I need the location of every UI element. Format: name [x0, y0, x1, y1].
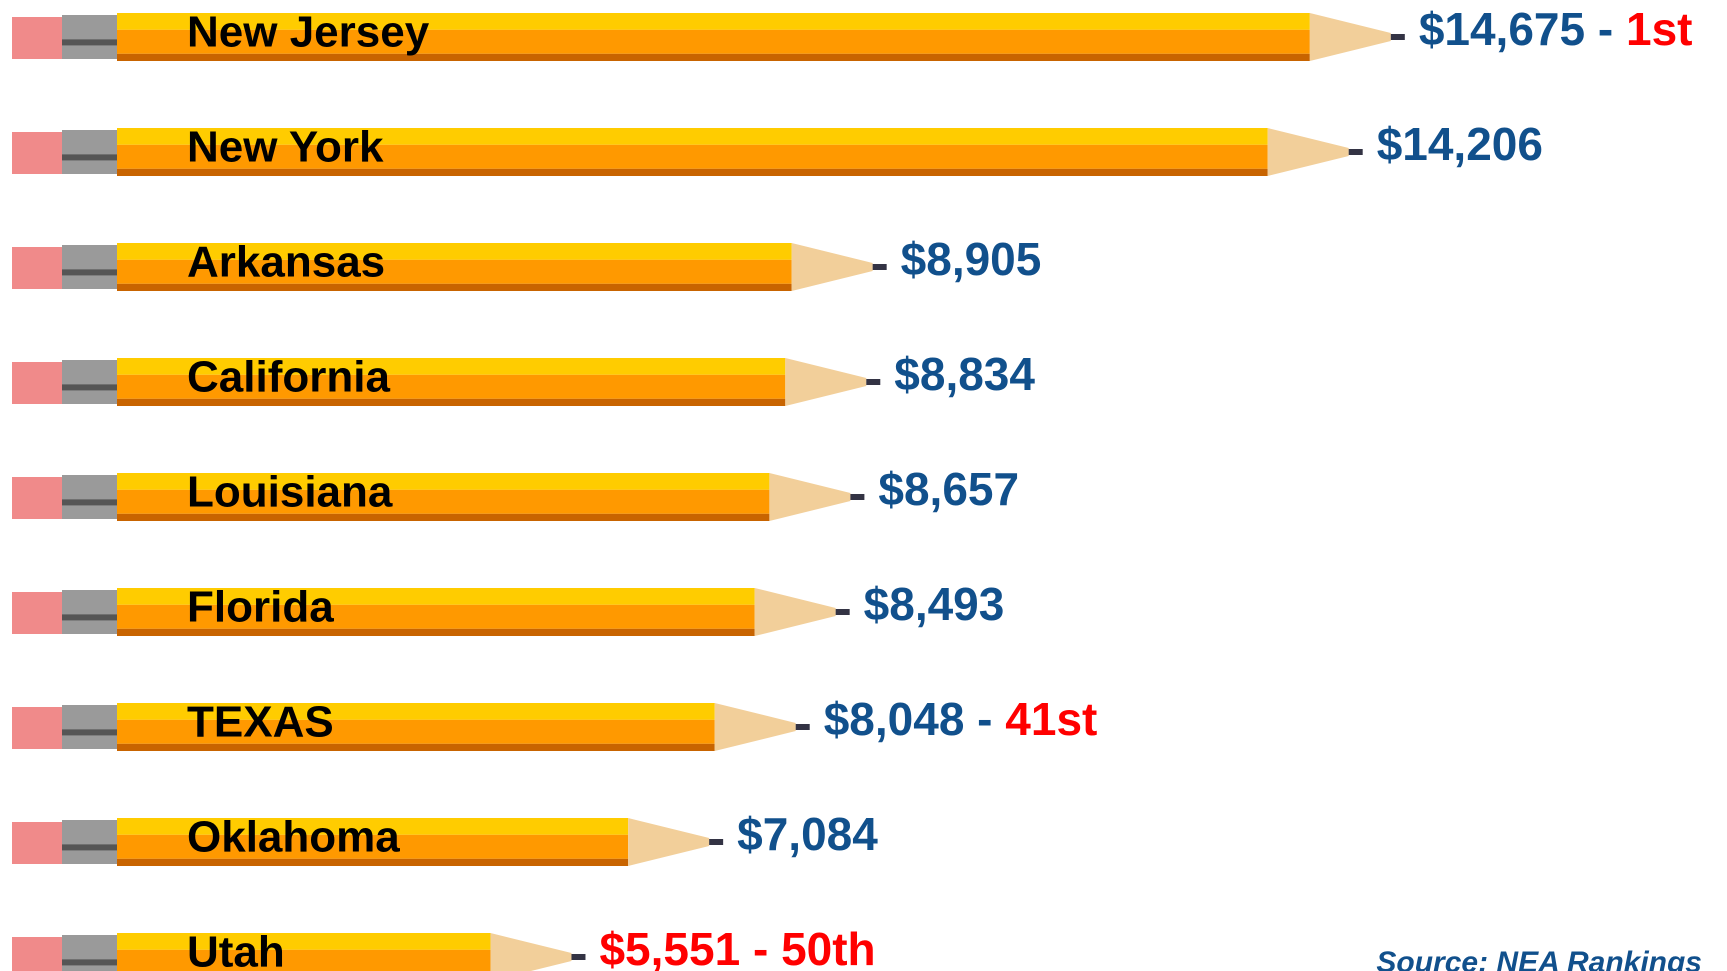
category-label: Louisiana [187, 468, 393, 517]
pencil-bar [12, 703, 810, 751]
ferrule [62, 475, 117, 519]
body-middle [117, 950, 490, 971]
lead-tip [1349, 149, 1363, 155]
eraser [12, 707, 62, 749]
value-label: $14,675 [1419, 3, 1585, 55]
value-label-group: $14,206 [1377, 118, 1543, 170]
category-label: Utah [187, 928, 285, 971]
wood-cone [1310, 13, 1391, 61]
pencil-bar [12, 588, 850, 636]
category-label: California [187, 353, 390, 402]
ferrule-band [62, 154, 117, 160]
eraser [12, 132, 62, 174]
value-label: $14,206 [1377, 118, 1543, 170]
rank-separator: - [964, 693, 1005, 745]
value-label-group: $8,657 [878, 463, 1019, 515]
ferrule-band [62, 614, 117, 620]
rank-label: 50th [781, 923, 876, 971]
lead-tip [850, 494, 864, 500]
eraser [12, 592, 62, 634]
ferrule [62, 705, 117, 749]
eraser [12, 362, 62, 404]
category-label: Florida [187, 583, 334, 632]
lead-tip [836, 609, 850, 615]
rank-label: 41st [1005, 693, 1097, 745]
value-label-group: $14,675 - 1st [1419, 3, 1693, 55]
eraser [12, 17, 62, 59]
value-label-group: $7,084 [737, 808, 878, 860]
lead-tip [571, 954, 585, 960]
ferrule [62, 245, 117, 289]
category-label: Arkansas [187, 238, 385, 287]
ferrule-band [62, 384, 117, 390]
pencil-bar [12, 243, 887, 291]
lead-tip [796, 724, 810, 730]
eraser [12, 247, 62, 289]
lead-tip [873, 264, 887, 270]
lead-tip [709, 839, 723, 845]
value-label: $8,048 [824, 693, 965, 745]
ferrule-band [62, 39, 117, 45]
pencil-bar [12, 933, 585, 971]
ferrule-band [62, 959, 117, 965]
value-label: $7,084 [737, 808, 878, 860]
ferrule-band [62, 729, 117, 735]
ferrule-band [62, 269, 117, 275]
value-label-group: $5,551 - 50th [599, 923, 875, 971]
ferrule [62, 590, 117, 634]
lead-tip [1391, 34, 1405, 40]
value-label: $8,657 [878, 463, 1019, 515]
value-label-group: $8,048 - 41st [824, 693, 1098, 745]
chart: Source: NEA Rankings New Jersey $14,675 -… [0, 0, 1727, 971]
ferrule [62, 360, 117, 404]
ferrule [62, 820, 117, 864]
eraser [12, 822, 62, 864]
rank-label: 1st [1626, 3, 1692, 55]
value-label-group: $8,493 [864, 578, 1005, 630]
ferrule [62, 15, 117, 59]
wood-cone [792, 243, 873, 291]
wood-cone [1268, 128, 1349, 176]
ferrule [62, 935, 117, 971]
rank-separator: - [1585, 3, 1626, 55]
category-label: TEXAS [187, 698, 334, 747]
wood-cone [769, 473, 850, 521]
category-label: Oklahoma [187, 813, 400, 862]
eraser [12, 477, 62, 519]
eraser [12, 937, 62, 971]
value-label-group: $8,834 [894, 348, 1035, 400]
value-label-group: $8,905 [901, 233, 1042, 285]
pencil-bar [12, 358, 880, 406]
wood-cone [785, 358, 866, 406]
body-top [117, 933, 490, 950]
ferrule-band [62, 844, 117, 850]
value-label: $8,493 [864, 578, 1005, 630]
value-label: $8,834 [894, 348, 1035, 400]
value-label: $5,551 [599, 923, 740, 971]
ferrule [62, 130, 117, 174]
category-label: New Jersey [187, 8, 430, 57]
wood-cone [715, 703, 796, 751]
ferrule-band [62, 499, 117, 505]
value-label: $8,905 [901, 233, 1042, 285]
pencil-bar [12, 473, 864, 521]
category-label: New York [187, 123, 384, 172]
wood-cone [490, 933, 571, 971]
rank-separator: - [740, 923, 781, 971]
source-note: Source: NEA Rankings [1376, 946, 1702, 971]
wood-cone [628, 818, 709, 866]
wood-cone [755, 588, 836, 636]
lead-tip [866, 379, 880, 385]
